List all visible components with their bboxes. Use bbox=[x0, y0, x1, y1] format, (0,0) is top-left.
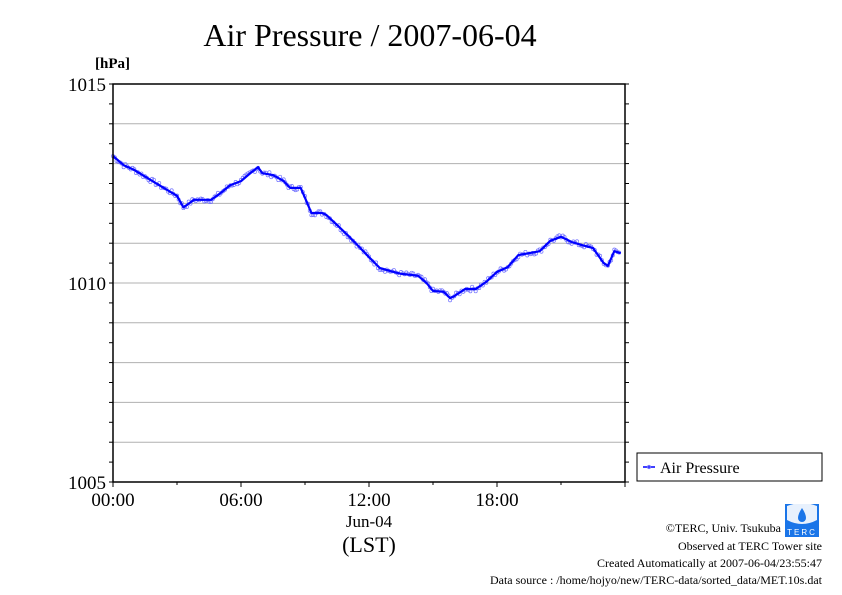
footer-observed: Observed at TERC Tower site bbox=[678, 539, 822, 553]
series-air-pressure bbox=[111, 154, 622, 303]
logo-text: TERC bbox=[787, 528, 817, 537]
footer-copyright: ©TERC, Univ. Tsukuba bbox=[666, 521, 782, 535]
series-line bbox=[112, 155, 622, 300]
legend-point-marker bbox=[646, 464, 652, 470]
grid-lines bbox=[113, 123, 625, 443]
y-tick-label: 1005 bbox=[68, 473, 106, 494]
x-axis-label: Jun-04 bbox=[346, 512, 393, 531]
footer-created: Created Automatically at 2007-06-04/23:5… bbox=[597, 556, 822, 570]
legend-box bbox=[636, 452, 823, 482]
legend: Air Pressure bbox=[636, 452, 823, 482]
x-tick-label: 00:00 bbox=[91, 490, 134, 511]
x-ticks: 00:00 06:00 12:00 18:00 bbox=[91, 482, 626, 511]
terc-logo: TERC bbox=[785, 503, 819, 537]
legend-label: Air Pressure bbox=[660, 460, 740, 477]
chart-title: Air Pressure / 2007-06-04 bbox=[203, 17, 536, 53]
x-tick-label: 12:00 bbox=[347, 490, 390, 511]
x-tick-label: 06:00 bbox=[219, 490, 262, 511]
x-tick-label: 18:00 bbox=[475, 490, 518, 511]
data-point bbox=[470, 284, 475, 289]
y-tick-label: 1010 bbox=[68, 274, 106, 295]
x-axis-label-lst: (LST) bbox=[342, 532, 396, 557]
y-axis-label: [hPa] bbox=[95, 56, 130, 72]
footer-source: Data source : /home/hojyo/new/TERC-data/… bbox=[490, 573, 823, 587]
y-ticks: 1005 1010 1015 bbox=[68, 75, 629, 494]
y-tick-label: 1015 bbox=[68, 75, 106, 96]
